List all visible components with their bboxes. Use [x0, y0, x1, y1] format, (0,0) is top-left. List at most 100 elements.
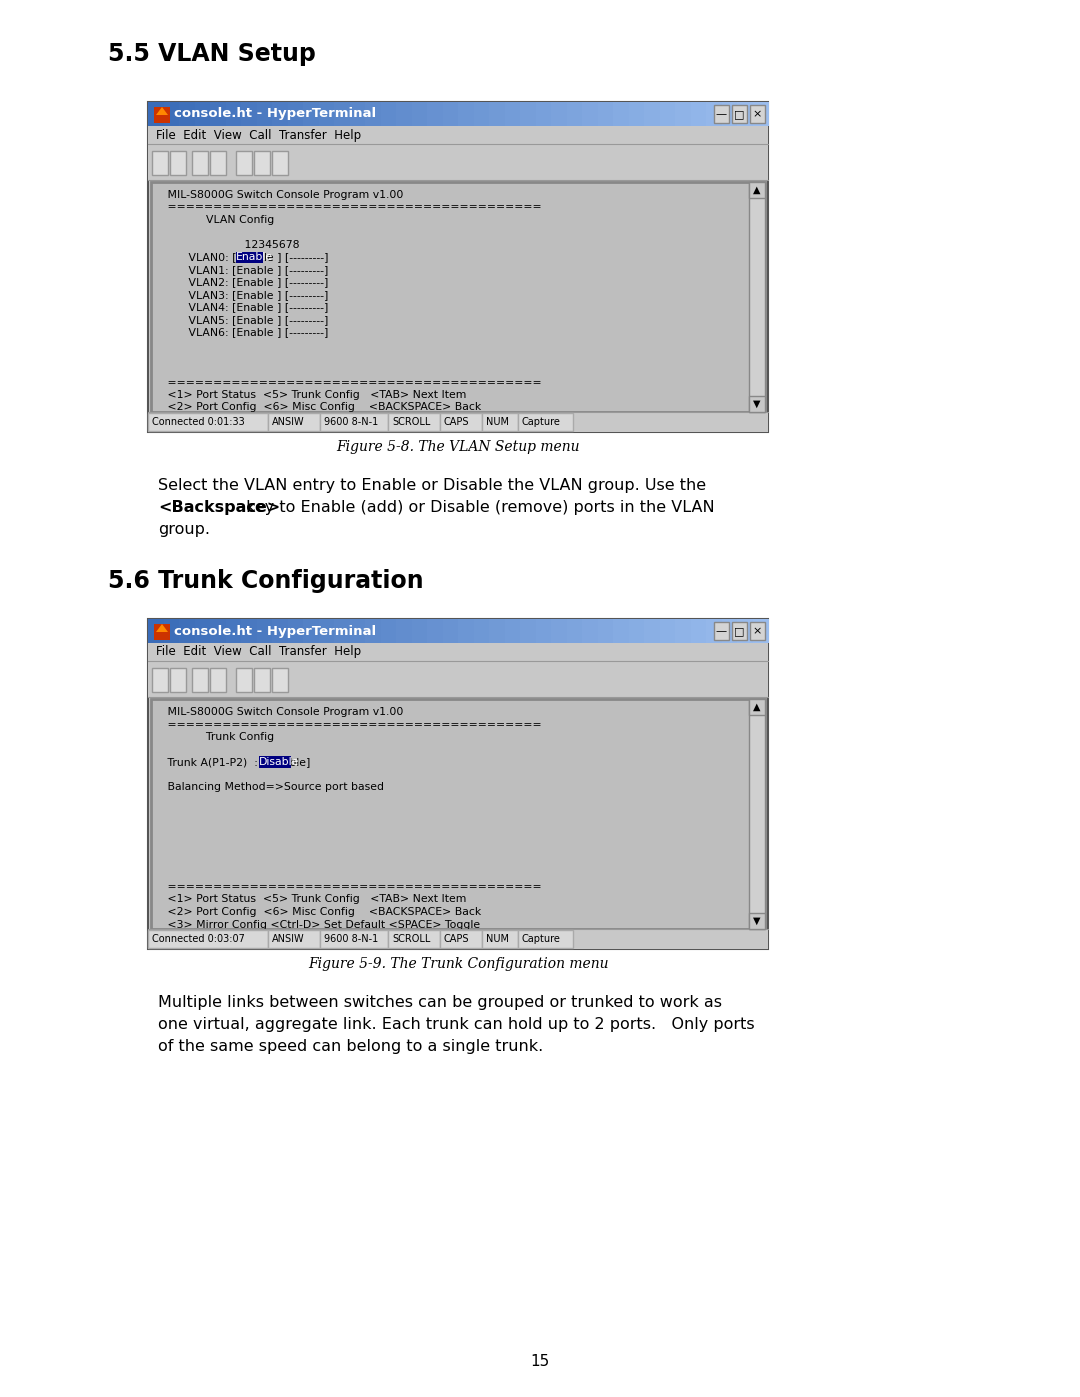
Bar	[334, 619, 350, 643]
Bar	[504, 619, 521, 643]
Text: =========================================: ========================================…	[157, 203, 542, 212]
Bar	[582, 619, 598, 643]
Bar	[268, 930, 320, 949]
Bar	[320, 414, 388, 432]
Bar	[194, 619, 211, 643]
Bar	[675, 102, 691, 126]
Bar	[254, 668, 270, 692]
Text: VLAN1: [Enable ] [---------]: VLAN1: [Enable ] [---------]	[157, 265, 328, 275]
Text: <3> Mirror Config <Ctrl-D> Set Default <SPACE> Toggle: <3> Mirror Config <Ctrl-D> Set Default <…	[157, 919, 481, 929]
Bar	[192, 151, 208, 175]
Bar	[154, 624, 170, 640]
Bar	[458, 619, 474, 643]
Text: Trunk Config: Trunk Config	[157, 732, 274, 742]
Bar	[551, 102, 567, 126]
Bar	[241, 102, 257, 126]
Bar	[170, 151, 186, 175]
Bar	[629, 619, 645, 643]
Bar	[237, 668, 252, 692]
Text: ▼: ▼	[753, 400, 760, 409]
Text: ▲: ▲	[753, 703, 760, 712]
Polygon shape	[156, 108, 168, 115]
Bar	[675, 619, 691, 643]
Text: 5.6 Trunk Configuration: 5.6 Trunk Configuration	[108, 569, 423, 592]
Bar	[210, 102, 226, 126]
Bar	[148, 126, 768, 144]
Bar	[750, 914, 765, 929]
Bar	[482, 930, 518, 949]
Bar	[721, 619, 738, 643]
Bar	[148, 412, 768, 432]
Bar	[737, 102, 753, 126]
Bar	[152, 668, 168, 692]
Bar	[237, 151, 252, 175]
Bar	[268, 414, 320, 432]
Text: ANSIW: ANSIW	[272, 935, 305, 944]
Bar	[151, 698, 765, 929]
Bar	[148, 929, 768, 949]
Bar	[458, 102, 474, 126]
Text: <1> Port Status  <5> Trunk Config   <TAB> Next Item: <1> Port Status <5> Trunk Config <TAB> N…	[157, 894, 467, 904]
Polygon shape	[156, 624, 168, 631]
Bar	[179, 619, 195, 643]
Bar	[706, 619, 723, 643]
Bar	[148, 102, 164, 126]
Text: ▲: ▲	[753, 184, 760, 196]
Text: NUM: NUM	[486, 935, 509, 944]
Bar	[518, 930, 573, 949]
Bar	[210, 668, 226, 692]
Bar	[750, 395, 765, 412]
Bar	[272, 619, 288, 643]
Bar	[179, 102, 195, 126]
Text: VLAN3: [Enable ] [---------]: VLAN3: [Enable ] [---------]	[157, 291, 328, 300]
Bar	[235, 251, 264, 263]
Bar	[287, 619, 303, 643]
Text: CAPS: CAPS	[444, 416, 470, 427]
Bar	[567, 619, 582, 643]
Bar	[440, 930, 482, 949]
Bar	[148, 661, 768, 697]
Text: <Backspace>: <Backspace>	[158, 500, 280, 515]
Bar	[750, 182, 765, 412]
Text: —: —	[716, 626, 727, 636]
Bar	[597, 102, 613, 126]
Bar	[163, 102, 179, 126]
Bar	[714, 622, 729, 640]
Text: Trunk A(P1-P2)  : [Disable]: Trunk A(P1-P2) : [Disable]	[157, 757, 310, 767]
Text: <2> Port Config  <6> Misc Config    <BACKSPACE> Back: <2> Port Config <6> Misc Config <BACKSPA…	[157, 402, 482, 412]
Text: Connected 0:01:33: Connected 0:01:33	[152, 416, 245, 427]
Text: Disable: Disable	[258, 757, 299, 767]
Bar	[210, 619, 226, 643]
Text: =========================================: ========================================…	[157, 719, 542, 729]
Bar	[192, 668, 208, 692]
Bar	[644, 102, 660, 126]
Text: File  Edit  View  Call  Transfer  Help: File Edit View Call Transfer Help	[156, 129, 361, 141]
Text: —: —	[716, 109, 727, 119]
Text: Balancing Method=>Source port based: Balancing Method=>Source port based	[157, 782, 384, 792]
Text: group.: group.	[158, 522, 210, 536]
Text: NUM: NUM	[486, 416, 509, 427]
Bar	[567, 102, 582, 126]
Bar	[613, 619, 629, 643]
Text: Multiple links between switches can be grouped or trunked to work as: Multiple links between switches can be g…	[158, 995, 723, 1010]
Bar	[319, 102, 335, 126]
Bar	[258, 756, 291, 767]
Bar	[660, 619, 675, 643]
Bar	[597, 619, 613, 643]
Text: VLAN0: [Enable ] [---------]: VLAN0: [Enable ] [---------]	[157, 253, 328, 263]
Text: console.ht - HyperTerminal: console.ht - HyperTerminal	[174, 624, 376, 637]
Text: 9600 8-N-1: 9600 8-N-1	[324, 416, 378, 427]
Bar	[750, 698, 765, 929]
Bar	[163, 619, 179, 643]
Bar	[226, 619, 242, 643]
Bar	[170, 668, 186, 692]
Text: VLAN2: [Enable ] [---------]: VLAN2: [Enable ] [---------]	[157, 278, 328, 288]
Bar	[714, 105, 729, 123]
Text: ×: ×	[753, 109, 762, 119]
Bar	[504, 102, 521, 126]
Bar	[473, 102, 489, 126]
Bar	[753, 102, 769, 126]
Text: 9600 8-N-1: 9600 8-N-1	[324, 935, 378, 944]
Text: MIL-S8000G Switch Console Program v1.00: MIL-S8000G Switch Console Program v1.00	[157, 707, 403, 717]
Text: SCROLL: SCROLL	[392, 935, 430, 944]
